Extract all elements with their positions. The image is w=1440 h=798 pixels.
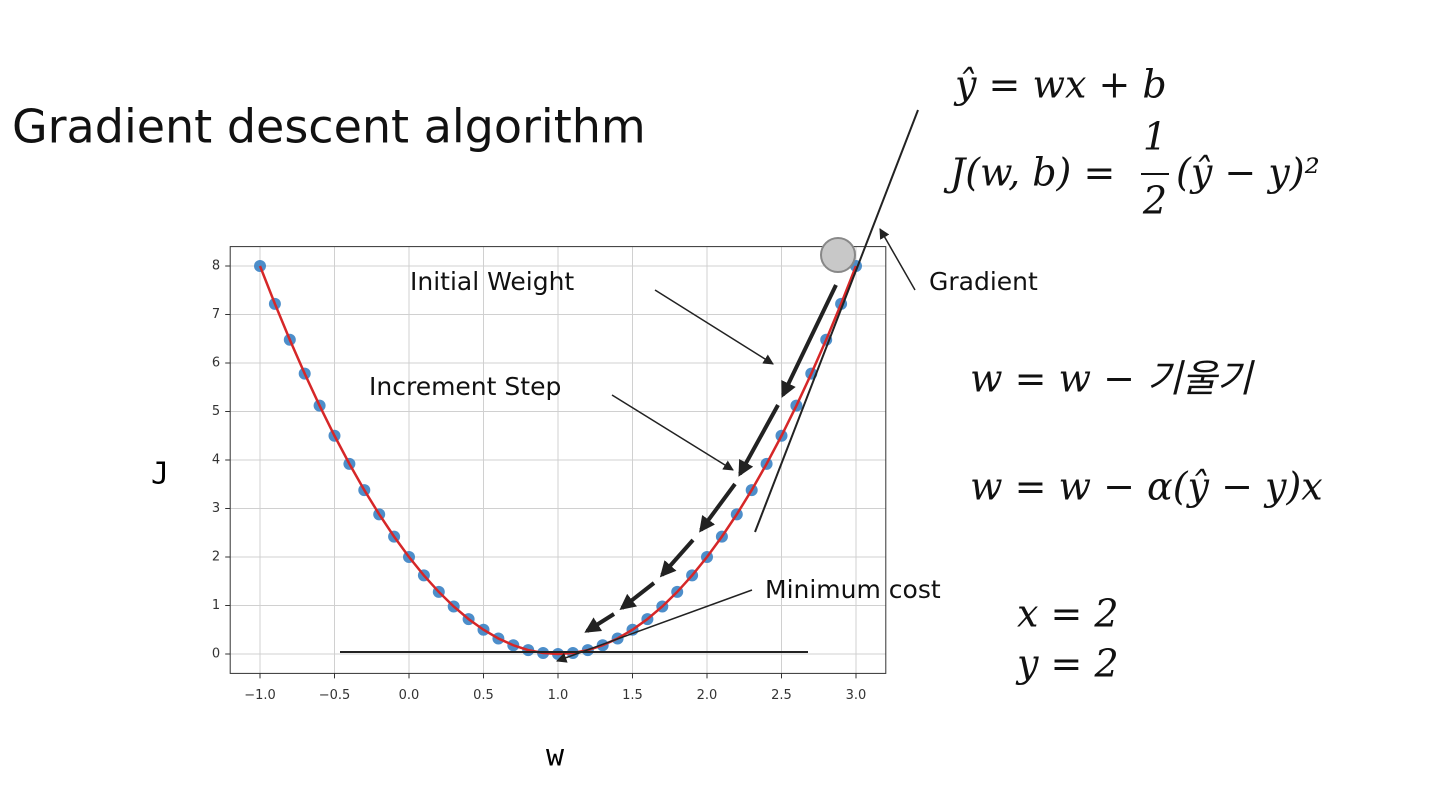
x-tick-label: 1.5 [622,688,643,703]
initial-point [820,237,856,273]
plot-frame [229,246,887,674]
y-tick-label: 1 [212,598,220,613]
y-tick-label: 7 [212,307,220,322]
annotation: Increment Step [369,372,561,401]
x-tick-label: 1.0 [548,688,569,703]
y-tick-label: 5 [212,404,220,419]
x-tick-label: 2.5 [771,688,792,703]
x-tick-label: −1.0 [244,688,276,703]
equation: 2 [1142,179,1167,223]
equation: w = w − α(ŷ − y)x [970,465,1323,509]
annotation-arrows [556,228,916,663]
slide-title: Gradient descent algorithm [12,100,646,154]
equation: J(w, b) = [943,151,1115,195]
equation: 1 [1143,115,1167,159]
tangent-line [754,109,919,533]
descent-steps [584,284,838,633]
y-tick-label: 0 [212,647,220,662]
x-tick-label: 3.0 [846,688,867,703]
annotation: Initial Weight [410,267,574,296]
x-tick-label: −0.5 [319,688,351,703]
y-axis-label: J [151,457,169,492]
x-axis-label: w [546,739,565,774]
y-tick-label: 4 [212,453,220,468]
plot: −1.0 −0.5 0.0 0.5 1.0 1.5 2.0 2.5 3.0 0 1 2 3 4 5 6 7 8 [212,246,887,703]
annotation: Gradient [929,267,1038,296]
y-tick-label: 6 [212,356,220,371]
annotation: Minimum cost [765,575,941,604]
equation: w = w − 기울기 [970,357,1255,401]
x-tick-label: 0.0 [399,688,420,703]
y-tick-label: 3 [212,501,220,516]
x-tick-label: 0.5 [473,688,494,703]
y-tick-label: 8 [212,259,220,274]
equation: x = 2 [1017,592,1119,636]
y-tick-label: 2 [212,550,220,565]
equation: (ŷ − y)² [1176,151,1320,195]
equation: y = 2 [1015,642,1119,686]
x-tick-label: 2.0 [697,688,718,703]
equation: ŷ = wx + b [953,63,1167,107]
